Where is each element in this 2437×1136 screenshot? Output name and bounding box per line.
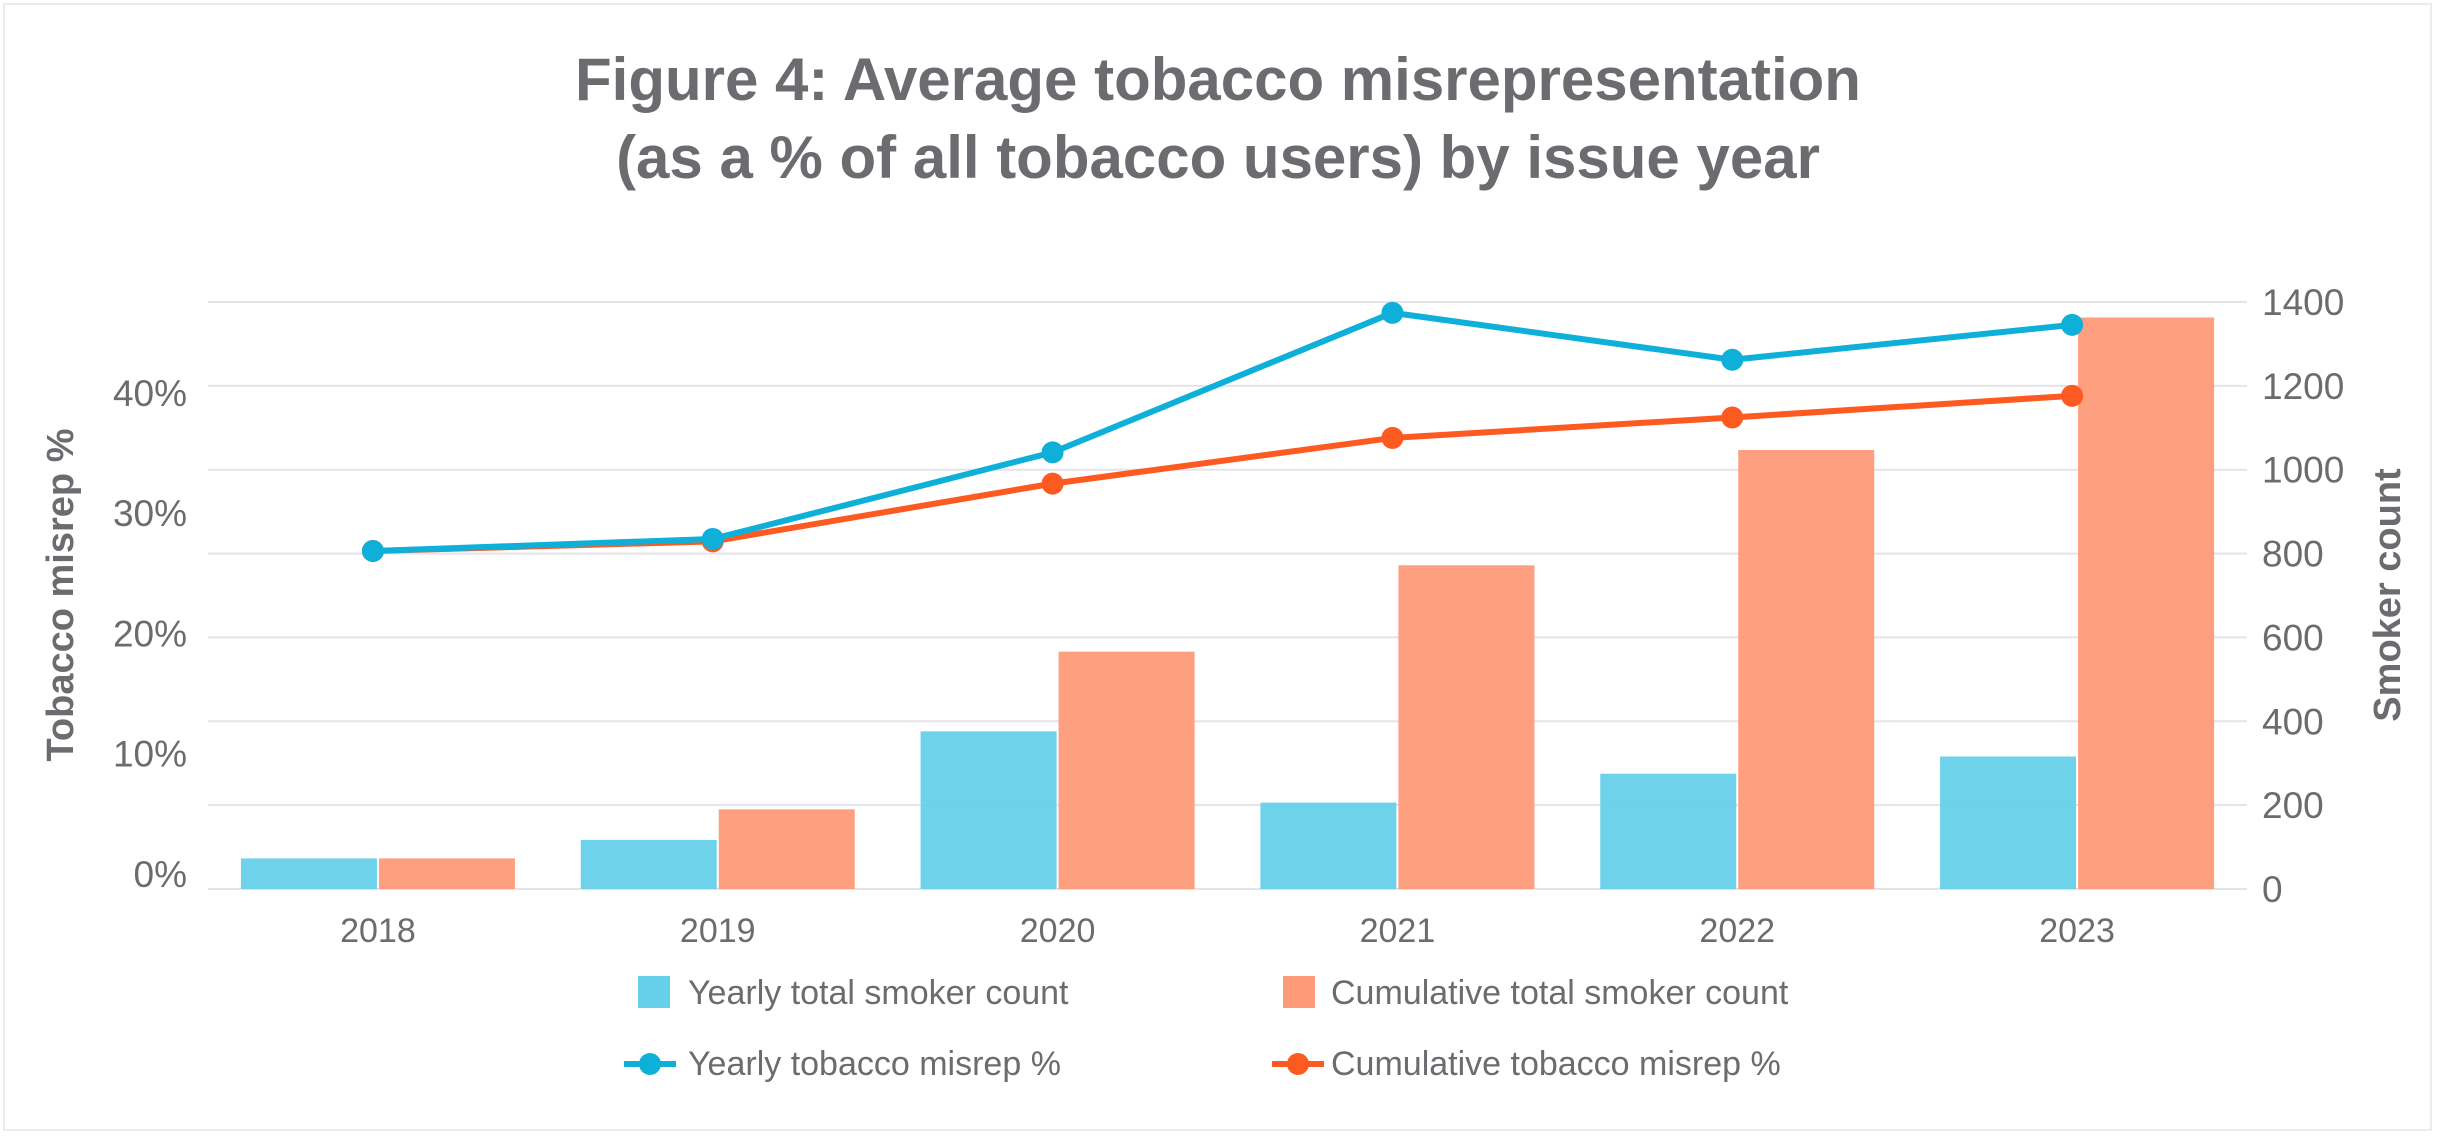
x-tick-label: 2021 [1360, 912, 1436, 950]
point-cumulative-misrep[interactable] [1721, 406, 1744, 429]
legend-swatch-yearly-count [638, 976, 670, 1008]
legend-swatch-cumulative-count [1283, 976, 1315, 1008]
x-tick-label: 2019 [680, 912, 756, 950]
bar-yearly-count[interactable] [1940, 756, 2077, 889]
x-axis-ticks: 2018 2019 2020 2021 2022 2023 [340, 912, 2115, 950]
chart-title: Figure 4: Average tobacco misrepresentat… [575, 46, 1861, 191]
right-tick-label: 1000 [2262, 450, 2344, 491]
legend: Yearly total smoker count Cumulative tot… [624, 974, 1789, 1083]
bar-cumulative-count[interactable] [1058, 651, 1195, 889]
left-axis-ticks: 0% 10% 20% 30% 40% [113, 373, 187, 895]
point-cumulative-misrep[interactable] [1041, 472, 1064, 495]
right-tick-label: 200 [2262, 785, 2324, 826]
left-tick-label: 40% [113, 373, 187, 414]
legend-item-yearly-count[interactable]: Yearly total smoker count [638, 974, 1069, 1012]
legend-label-cumulative-count: Cumulative total smoker count [1331, 974, 1789, 1012]
point-yearly-misrep[interactable] [2061, 313, 2084, 336]
bar-cumulative-count[interactable] [718, 809, 855, 889]
legend-marker-cumulative-misrep [1287, 1053, 1309, 1075]
right-tick-label: 600 [2262, 617, 2324, 658]
legend-item-cumulative-count[interactable]: Cumulative total smoker count [1283, 974, 1789, 1012]
point-yearly-misrep[interactable] [1381, 301, 1404, 324]
bar-yearly-count[interactable] [240, 858, 377, 889]
left-tick-label: 10% [113, 734, 187, 775]
left-tick-label: 0% [134, 854, 187, 895]
bar-yearly-count[interactable] [920, 731, 1057, 889]
bar-yearly-count[interactable] [1600, 773, 1737, 889]
point-yearly-misrep[interactable] [1721, 348, 1744, 371]
chart-title-line-2: (as a % of all tobacco users) by issue y… [616, 124, 1820, 191]
legend-label-cumulative-misrep: Cumulative tobacco misrep % [1331, 1045, 1781, 1083]
x-tick-label: 2023 [2039, 912, 2115, 950]
right-axis-title: Smoker count [2367, 468, 2409, 722]
right-tick-label: 400 [2262, 701, 2324, 742]
chart-frame [3, 3, 2432, 1131]
right-tick-label: 0 [2262, 869, 2283, 910]
legend-item-yearly-misrep[interactable]: Yearly tobacco misrep % [624, 1045, 1061, 1083]
point-cumulative-misrep[interactable] [1381, 426, 1404, 449]
point-yearly-misrep[interactable] [361, 539, 384, 562]
right-tick-label: 800 [2262, 534, 2324, 575]
bar-yearly-count[interactable] [580, 839, 717, 889]
bar-cumulative-count[interactable] [1398, 565, 1535, 889]
point-yearly-misrep[interactable] [701, 527, 724, 550]
left-tick-label: 20% [113, 613, 187, 654]
left-tick-label: 30% [113, 493, 187, 534]
bars [240, 317, 2215, 890]
legend-marker-yearly-misrep [639, 1053, 661, 1075]
lines [361, 301, 2084, 562]
bar-cumulative-count[interactable] [2078, 317, 2215, 890]
line-yearly-misrep [372, 309, 2073, 554]
legend-item-cumulative-misrep[interactable]: Cumulative tobacco misrep % [1272, 1045, 1781, 1083]
chart-title-line-1: Figure 4: Average tobacco misrepresentat… [575, 46, 1861, 113]
left-axis-title: Tobacco misrep % [40, 429, 82, 762]
bar-yearly-count[interactable] [1260, 802, 1397, 889]
bar-cumulative-count[interactable] [378, 858, 515, 889]
legend-label-yearly-misrep: Yearly tobacco misrep % [688, 1045, 1061, 1083]
point-yearly-misrep[interactable] [1041, 441, 1064, 464]
right-axis-ticks: 0 200 400 600 800 1000 1200 1400 [2262, 282, 2344, 910]
point-cumulative-misrep[interactable] [2061, 384, 2084, 407]
x-tick-label: 2020 [1020, 912, 1096, 950]
gridlines [208, 301, 2247, 890]
x-tick-label: 2022 [1699, 912, 1775, 950]
right-tick-label: 1400 [2262, 282, 2344, 323]
bar-cumulative-count[interactable] [1738, 450, 1875, 889]
x-tick-label: 2018 [340, 912, 416, 950]
legend-label-yearly-count: Yearly total smoker count [688, 974, 1069, 1012]
right-tick-label: 1200 [2262, 366, 2344, 407]
